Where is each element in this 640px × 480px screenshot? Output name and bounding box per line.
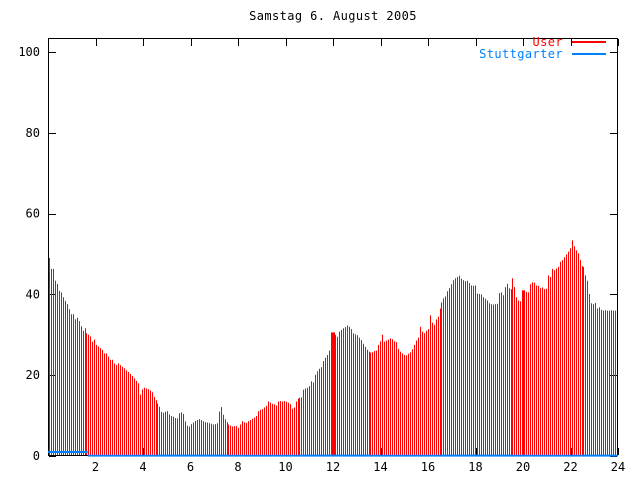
y-tick-label: 0	[33, 449, 40, 463]
legend-label-stuttgarter: Stuttgarter	[479, 47, 563, 61]
y-tick-label: 40	[26, 287, 40, 301]
x-tick-label: 20	[516, 460, 530, 474]
x-tick-label: 8	[234, 460, 241, 474]
legend-line-user-sample	[572, 41, 606, 43]
x-tick-label: 18	[468, 460, 482, 474]
x-tick-label: 12	[326, 460, 340, 474]
legend-item-user: User	[355, 35, 606, 49]
x-tick-label: 10	[278, 460, 292, 474]
legend-label-user: User	[532, 35, 563, 49]
x-tick-label: 16	[421, 460, 435, 474]
x-tick-label: 24	[611, 460, 625, 474]
legend-item-stuttgarter: Stuttgarter	[355, 47, 606, 61]
x-tick-label: 4	[139, 460, 146, 474]
y-tick-label: 80	[26, 126, 40, 140]
user-thick-bar	[331, 332, 335, 455]
x-tick-label: 6	[187, 460, 194, 474]
user-thick-bar	[522, 290, 525, 455]
y-tick-label: 60	[26, 207, 40, 221]
x-tick-label: 2	[92, 460, 99, 474]
stuttgarter-line-segment	[48, 451, 88, 453]
legend: User Stuttgarter	[355, 35, 606, 61]
y-tick-label: 20	[26, 368, 40, 382]
user-impulse-bars	[49, 240, 616, 455]
chart-title: Samstag 6. August 2005	[249, 9, 417, 23]
y-tick-label: 100	[18, 45, 40, 59]
legend-line-stuttgarter-sample	[572, 53, 606, 55]
x-tick-label: 14	[373, 460, 387, 474]
x-tick-label: 22	[563, 460, 577, 474]
stuttgarter-line-segment	[87, 454, 618, 457]
